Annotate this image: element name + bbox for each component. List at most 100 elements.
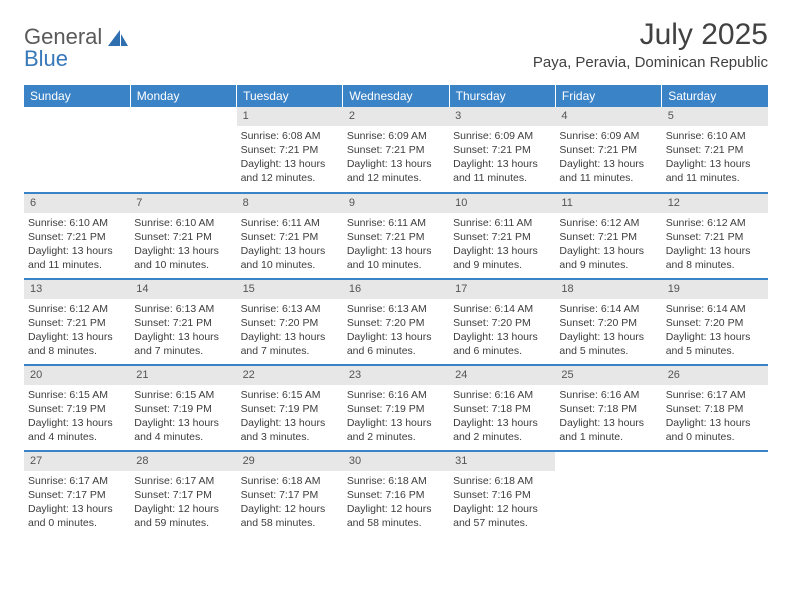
day-body: Sunrise: 6:12 AMSunset: 7:21 PMDaylight:… [24,299,130,362]
day-number: 18 [555,280,661,299]
sunset-line: Sunset: 7:17 PM [241,488,339,502]
day-body: Sunrise: 6:17 AMSunset: 7:17 PMDaylight:… [130,471,236,534]
sunrise-line: Sunrise: 6:16 AM [453,388,551,402]
sunrise-line: Sunrise: 6:14 AM [453,302,551,316]
calendar-week-row: 20Sunrise: 6:15 AMSunset: 7:19 PMDayligh… [24,365,768,451]
calendar-day-cell [555,451,661,537]
daylight-line: Daylight: 13 hours and 3 minutes. [241,416,339,444]
daylight-line: Daylight: 13 hours and 6 minutes. [347,330,445,358]
brand-logo: General Blue [24,26,130,70]
day-number: 3 [449,107,555,126]
day-body: Sunrise: 6:15 AMSunset: 7:19 PMDaylight:… [24,385,130,448]
sunset-line: Sunset: 7:19 PM [28,402,126,416]
daylight-line: Daylight: 13 hours and 4 minutes. [134,416,232,444]
calendar-day-cell: 29Sunrise: 6:18 AMSunset: 7:17 PMDayligh… [237,451,343,537]
sunrise-line: Sunrise: 6:13 AM [134,302,232,316]
calendar-day-cell: 26Sunrise: 6:17 AMSunset: 7:18 PMDayligh… [662,365,768,451]
day-number: 4 [555,107,661,126]
calendar-day-cell: 28Sunrise: 6:17 AMSunset: 7:17 PMDayligh… [130,451,236,537]
day-number: 22 [237,366,343,385]
daylight-line: Daylight: 13 hours and 11 minutes. [453,157,551,185]
day-number: 26 [662,366,768,385]
day-number: 12 [662,194,768,213]
calendar-day-cell [24,107,130,193]
day-body: Sunrise: 6:18 AMSunset: 7:17 PMDaylight:… [237,471,343,534]
sunrise-line: Sunrise: 6:09 AM [347,129,445,143]
sunrise-line: Sunrise: 6:13 AM [347,302,445,316]
daylight-line: Daylight: 12 hours and 57 minutes. [453,502,551,530]
sunset-line: Sunset: 7:21 PM [453,143,551,157]
calendar-day-cell: 27Sunrise: 6:17 AMSunset: 7:17 PMDayligh… [24,451,130,537]
sunset-line: Sunset: 7:18 PM [559,402,657,416]
day-body: Sunrise: 6:08 AMSunset: 7:21 PMDaylight:… [237,126,343,189]
day-body: Sunrise: 6:14 AMSunset: 7:20 PMDaylight:… [555,299,661,362]
day-number: 15 [237,280,343,299]
sunrise-line: Sunrise: 6:17 AM [134,474,232,488]
day-body: Sunrise: 6:12 AMSunset: 7:21 PMDaylight:… [555,213,661,276]
calendar-day-cell: 9Sunrise: 6:11 AMSunset: 7:21 PMDaylight… [343,193,449,279]
sunrise-line: Sunrise: 6:18 AM [453,474,551,488]
daylight-line: Daylight: 13 hours and 10 minutes. [347,244,445,272]
sunset-line: Sunset: 7:19 PM [241,402,339,416]
calendar-day-cell: 4Sunrise: 6:09 AMSunset: 7:21 PMDaylight… [555,107,661,193]
sunrise-line: Sunrise: 6:12 AM [28,302,126,316]
calendar-day-cell: 25Sunrise: 6:16 AMSunset: 7:18 PMDayligh… [555,365,661,451]
sunrise-line: Sunrise: 6:10 AM [134,216,232,230]
day-body: Sunrise: 6:09 AMSunset: 7:21 PMDaylight:… [555,126,661,189]
calendar-week-row: 1Sunrise: 6:08 AMSunset: 7:21 PMDaylight… [24,107,768,193]
day-number: 30 [343,452,449,471]
sunset-line: Sunset: 7:17 PM [134,488,232,502]
sunrise-line: Sunrise: 6:18 AM [241,474,339,488]
sunrise-line: Sunrise: 6:14 AM [666,302,764,316]
day-body: Sunrise: 6:14 AMSunset: 7:20 PMDaylight:… [662,299,768,362]
day-number: 13 [24,280,130,299]
sunrise-line: Sunrise: 6:18 AM [347,474,445,488]
daylight-line: Daylight: 13 hours and 9 minutes. [453,244,551,272]
daylight-line: Daylight: 13 hours and 5 minutes. [559,330,657,358]
calendar-day-cell: 31Sunrise: 6:18 AMSunset: 7:16 PMDayligh… [449,451,555,537]
sunset-line: Sunset: 7:21 PM [559,143,657,157]
sunrise-line: Sunrise: 6:16 AM [347,388,445,402]
sunset-line: Sunset: 7:20 PM [666,316,764,330]
sunrise-line: Sunrise: 6:09 AM [453,129,551,143]
day-body: Sunrise: 6:10 AMSunset: 7:21 PMDaylight:… [662,126,768,189]
sunset-line: Sunset: 7:21 PM [347,143,445,157]
sunset-line: Sunset: 7:18 PM [453,402,551,416]
sunset-line: Sunset: 7:16 PM [453,488,551,502]
day-body: Sunrise: 6:14 AMSunset: 7:20 PMDaylight:… [449,299,555,362]
sunrise-line: Sunrise: 6:09 AM [559,129,657,143]
daylight-line: Daylight: 13 hours and 11 minutes. [559,157,657,185]
daylight-line: Daylight: 13 hours and 10 minutes. [134,244,232,272]
day-number: 8 [237,194,343,213]
day-body: Sunrise: 6:18 AMSunset: 7:16 PMDaylight:… [449,471,555,534]
sunset-line: Sunset: 7:19 PM [134,402,232,416]
sunrise-line: Sunrise: 6:11 AM [347,216,445,230]
sunrise-line: Sunrise: 6:14 AM [559,302,657,316]
sunset-line: Sunset: 7:21 PM [241,143,339,157]
day-body: Sunrise: 6:17 AMSunset: 7:17 PMDaylight:… [24,471,130,534]
day-number: 9 [343,194,449,213]
calendar-day-cell: 21Sunrise: 6:15 AMSunset: 7:19 PMDayligh… [130,365,236,451]
day-number: 10 [449,194,555,213]
calendar-day-cell: 6Sunrise: 6:10 AMSunset: 7:21 PMDaylight… [24,193,130,279]
calendar-day-cell: 14Sunrise: 6:13 AMSunset: 7:21 PMDayligh… [130,279,236,365]
sunrise-line: Sunrise: 6:17 AM [28,474,126,488]
calendar-day-cell: 2Sunrise: 6:09 AMSunset: 7:21 PMDaylight… [343,107,449,193]
daylight-line: Daylight: 13 hours and 11 minutes. [666,157,764,185]
calendar-day-cell: 10Sunrise: 6:11 AMSunset: 7:21 PMDayligh… [449,193,555,279]
daylight-line: Daylight: 12 hours and 58 minutes. [347,502,445,530]
calendar-day-cell: 20Sunrise: 6:15 AMSunset: 7:19 PMDayligh… [24,365,130,451]
sunrise-line: Sunrise: 6:11 AM [241,216,339,230]
sunrise-line: Sunrise: 6:17 AM [666,388,764,402]
sunset-line: Sunset: 7:21 PM [134,316,232,330]
calendar-day-cell: 5Sunrise: 6:10 AMSunset: 7:21 PMDaylight… [662,107,768,193]
weekday-header: Sunday [24,85,130,107]
day-number: 2 [343,107,449,126]
calendar-day-cell [130,107,236,193]
daylight-line: Daylight: 13 hours and 4 minutes. [28,416,126,444]
daylight-line: Daylight: 13 hours and 9 minutes. [559,244,657,272]
day-number: 11 [555,194,661,213]
day-body: Sunrise: 6:12 AMSunset: 7:21 PMDaylight:… [662,213,768,276]
calendar-day-cell: 12Sunrise: 6:12 AMSunset: 7:21 PMDayligh… [662,193,768,279]
calendar-day-cell: 19Sunrise: 6:14 AMSunset: 7:20 PMDayligh… [662,279,768,365]
